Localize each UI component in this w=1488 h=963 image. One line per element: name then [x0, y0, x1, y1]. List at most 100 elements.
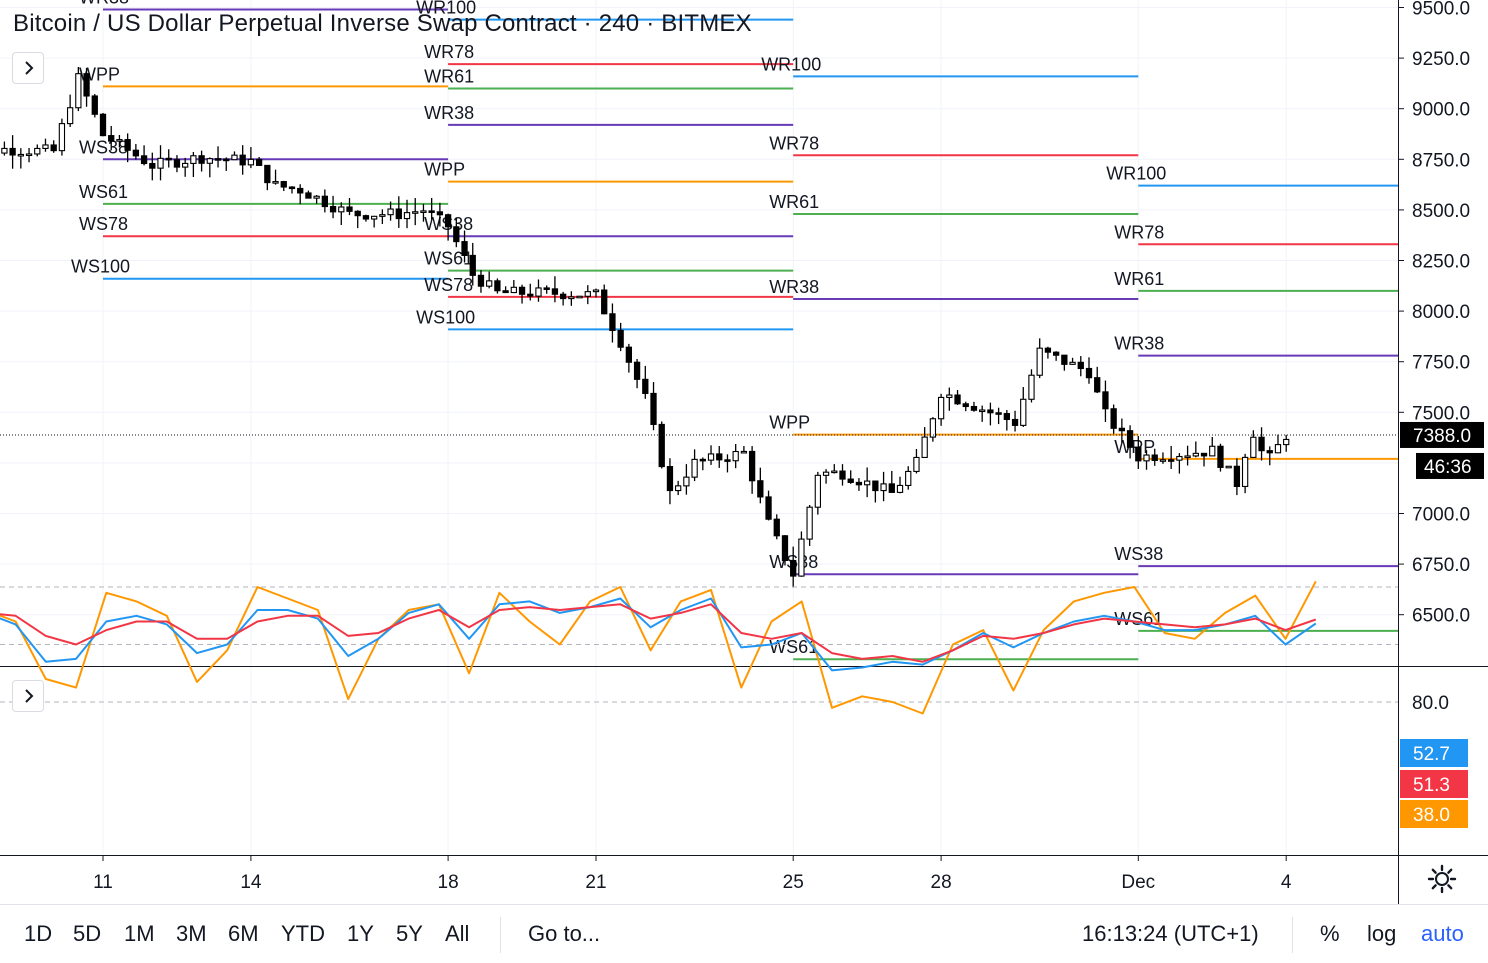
candle-body [790, 559, 797, 577]
candle-body [370, 215, 378, 220]
pivot-label-wr100: WR100 [416, 0, 476, 18]
pivot-label-wr38: WR38 [79, 0, 129, 8]
candle-body [863, 480, 871, 486]
candle-body [403, 212, 411, 220]
candle-body [494, 280, 501, 292]
timeframe-3m-button[interactable]: 3M [176, 921, 207, 946]
candle-body [461, 241, 468, 256]
candle-body [25, 153, 33, 157]
osc-axis-label: 80.0 [1412, 693, 1449, 714]
candle-body [321, 195, 328, 208]
toolbar-divider [1292, 917, 1293, 953]
candle-body [173, 159, 181, 168]
pivot-label-wpp: WPP [424, 160, 465, 180]
candle-body [436, 211, 444, 216]
candle-body [305, 192, 312, 199]
price-axis-label: 9000.0 [1412, 100, 1470, 121]
candle-body [880, 483, 887, 492]
timezone-clock[interactable]: 16:13:24 (UTC+1) [1082, 921, 1259, 946]
candle-body [1020, 398, 1027, 426]
candle-body [905, 470, 912, 486]
candle-body [748, 450, 756, 482]
candle-body [1241, 456, 1249, 488]
candle-body [83, 73, 90, 97]
candle-body [666, 466, 674, 492]
pivot-label-ws78: WS78 [424, 275, 473, 295]
candle-body [214, 158, 222, 161]
pivot-label-ws61: WS61 [424, 249, 473, 269]
candle-body [675, 485, 682, 492]
candle-body [518, 286, 526, 295]
candle-body [617, 329, 624, 348]
osc-value-label: 52.7 [1413, 744, 1450, 765]
candle-body [510, 286, 517, 294]
candle-body [1126, 430, 1134, 448]
candle-body [962, 403, 969, 408]
candle-body [297, 187, 304, 194]
candle-body [255, 158, 263, 166]
timeframe-5y-button[interactable]: 5Y [396, 921, 423, 946]
auto-scale-toggle[interactable]: auto [1421, 921, 1464, 946]
time-axis-label: 28 [931, 872, 952, 893]
candle-body [116, 139, 123, 142]
candle-body [91, 95, 98, 115]
chart-canvas[interactable]: 9500.0 9250.0 9000.0 8750.0 8500.0 8250.0 8000… [0, 0, 1488, 904]
timeframe-1y-button[interactable]: 1Y [347, 921, 374, 946]
candle-body [913, 456, 920, 472]
log-scale-toggle[interactable]: log [1367, 921, 1397, 946]
candle-body [765, 496, 772, 520]
oscillator-legend-toggle-button[interactable] [12, 680, 44, 712]
timeframe-5d-button[interactable]: 5D [73, 921, 102, 946]
timeframe-1m-button[interactable]: 1M [124, 921, 155, 946]
time-axis-label: Dec [1121, 872, 1155, 893]
timeframe-1d-button[interactable]: 1D [24, 921, 53, 946]
candle-body [1061, 354, 1068, 365]
candle-body [839, 470, 846, 480]
candle-body [149, 162, 156, 169]
candle-body [954, 394, 961, 405]
candle-body [1250, 436, 1257, 458]
candle-body [798, 538, 805, 577]
candle-body [527, 293, 534, 297]
candle-body [338, 206, 345, 213]
pivot-label-wr100: WR100 [761, 54, 821, 74]
candle-body [412, 211, 419, 214]
candle-body [66, 107, 74, 125]
candle-body [34, 147, 41, 155]
timeframe-all-button[interactable]: All [445, 921, 470, 946]
osc-value-badge [1400, 739, 1468, 767]
candle-body [346, 206, 353, 212]
timeframe-6m-button[interactable]: 6M [228, 921, 259, 946]
time-axis-label: 25 [783, 872, 804, 893]
percent-scale-toggle[interactable]: % [1320, 921, 1340, 946]
chart-title: Bitcoin / US Dollar Perpetual Inverse Sw… [13, 10, 752, 37]
candle-body [921, 436, 928, 458]
candle-body [707, 453, 715, 461]
candle-body [740, 450, 748, 454]
candle-body [362, 215, 370, 220]
pivot-label-ws100: WS100 [416, 307, 475, 327]
go-to-date-button[interactable]: Go to... [528, 921, 601, 946]
candle-body [272, 181, 279, 184]
candle-body [395, 208, 402, 220]
candle-body [946, 394, 953, 398]
candle-body [58, 123, 66, 152]
candle-body [280, 181, 287, 188]
candle-body [937, 396, 945, 420]
candle-body [379, 214, 386, 217]
pivot-label-ws100: WS100 [71, 257, 130, 277]
candle-body [9, 147, 16, 156]
pivot-label-wr78: WR78 [769, 133, 819, 153]
candle-body [970, 405, 978, 411]
candle-body [190, 155, 197, 164]
candle-body [781, 535, 789, 562]
settings-gear-icon[interactable] [1427, 864, 1457, 894]
bottom-toolbar: 1D 5D 1M 3M 6M YTD 1Y 5Y All Go to... 16… [0, 904, 1488, 963]
candle-body [543, 287, 550, 290]
chevron-right-icon [25, 689, 34, 703]
candle-body [896, 484, 904, 493]
main-legend-toggle-button[interactable] [12, 52, 44, 84]
timeframe-ytd-button[interactable]: YTD [281, 921, 325, 946]
candle-body [1168, 459, 1175, 462]
candle-body [1094, 377, 1101, 393]
